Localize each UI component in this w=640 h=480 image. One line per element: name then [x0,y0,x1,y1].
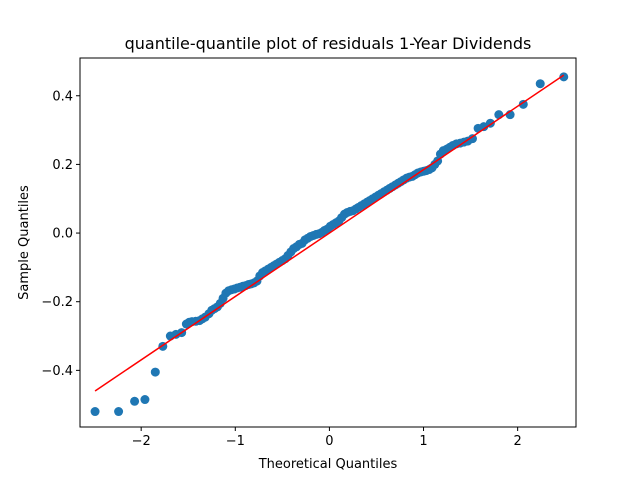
chart-title: quantile-quantile plot of residuals 1-Ye… [125,34,532,53]
x-tick-label: −1 [226,434,245,449]
plot-frame [79,57,577,428]
y-tick-label: −0.2 [41,295,73,310]
x-tick-label: 2 [514,434,522,449]
data-point [559,72,569,82]
data-point [518,99,528,109]
data-point [140,395,150,405]
data-point [114,407,124,417]
x-axis-ticks: −2 −1 0 1 2 [132,427,522,449]
x-tick-label: 1 [419,434,427,449]
y-axis-ticks: −0.4 −0.2 0.0 0.2 0.4 [41,89,80,379]
data-point [130,396,140,406]
y-tick-label: −0.4 [41,364,73,379]
data-point [150,367,160,377]
data-point [467,134,477,144]
plot-area [80,58,576,427]
y-tick-label: 0.0 [52,227,73,242]
x-tick-label: 0 [325,434,333,449]
y-axis-title: Sample Quantiles [17,185,32,300]
x-axis-title: Theoretical Quantiles [258,457,398,472]
data-point [494,110,504,120]
data-point [90,407,100,417]
y-tick-label: 0.2 [52,158,73,173]
reference-line [94,74,565,392]
x-tick-label: −2 [132,434,151,449]
data-point [535,79,545,89]
y-tick-label: 0.4 [52,89,73,104]
